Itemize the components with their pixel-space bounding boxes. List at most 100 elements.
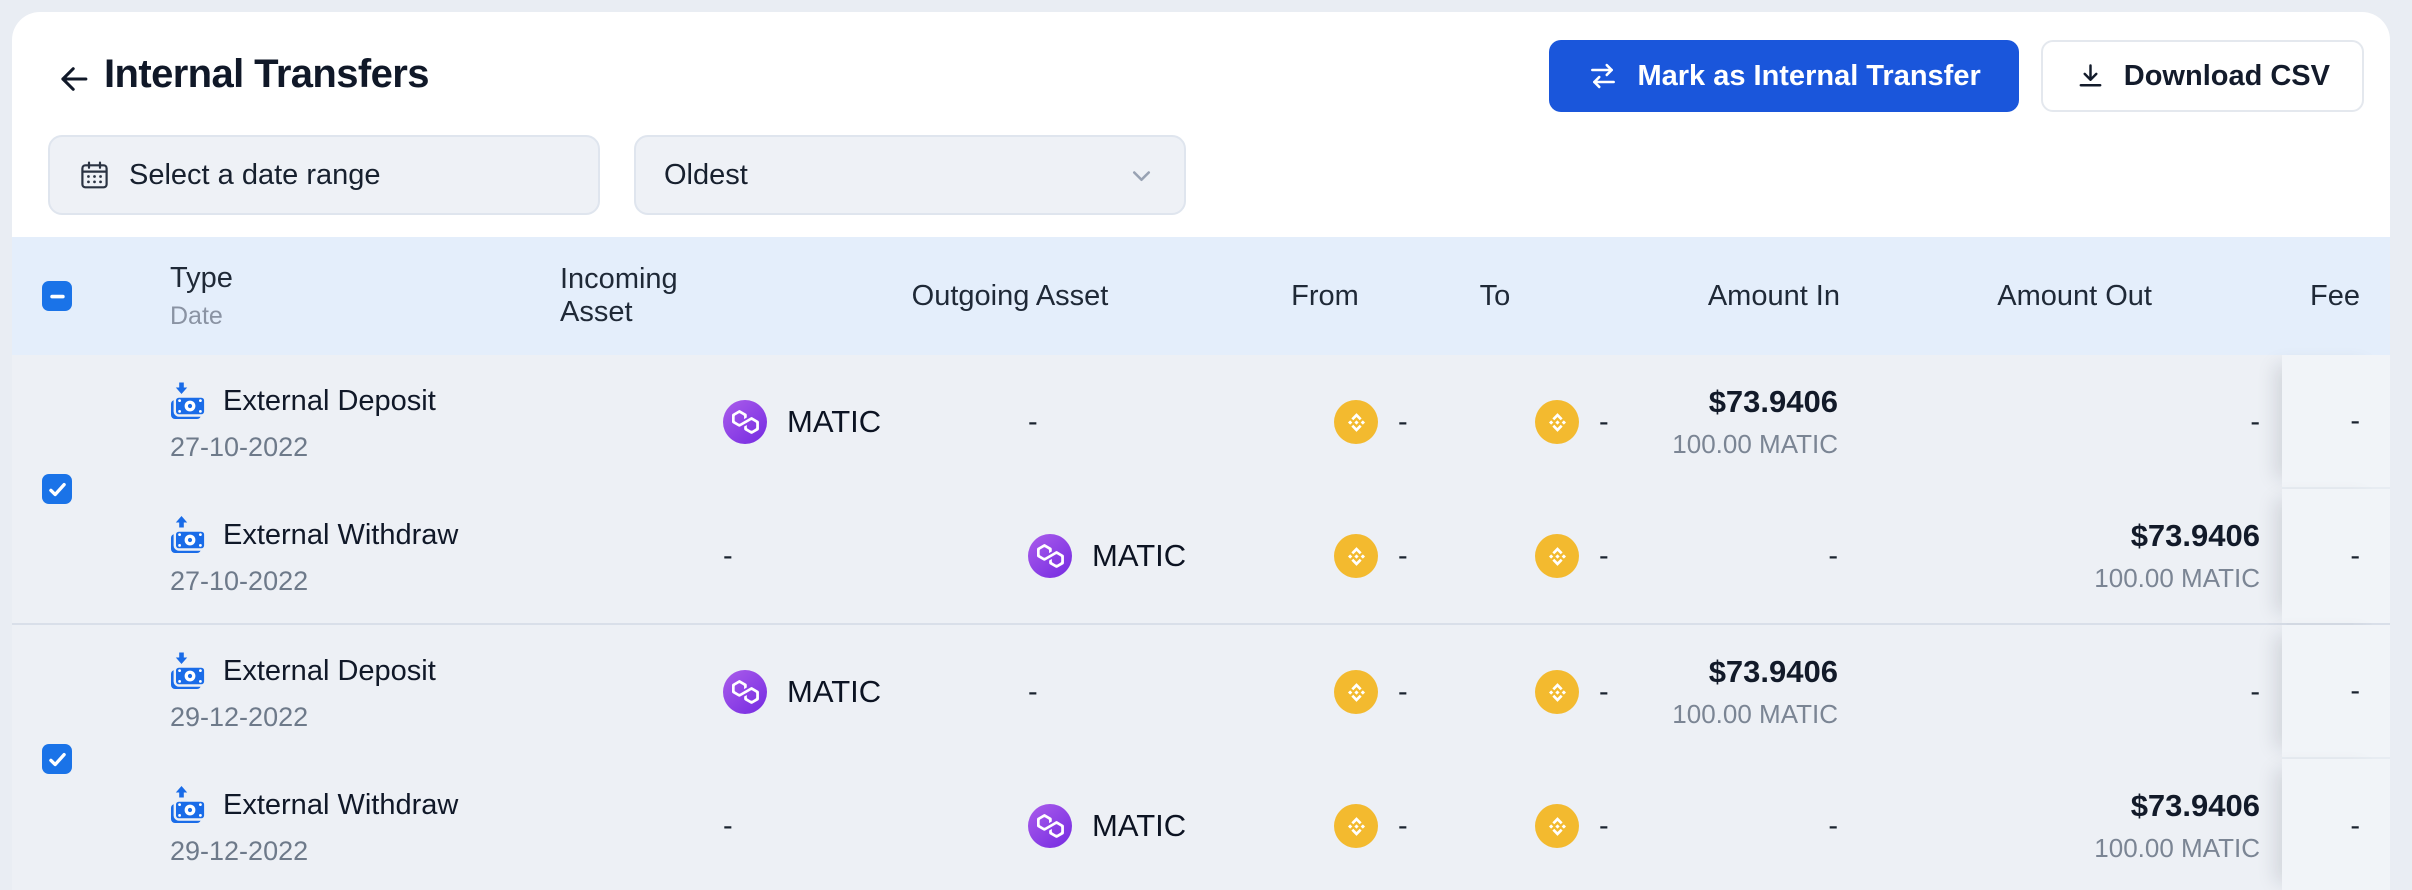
transfer-row: External Withdraw 27-10-2022 - MATIC - - - $73.…	[112, 489, 2390, 623]
transfer-row: External Deposit 27-10-2022 MATIC - - - $73.94…	[112, 355, 2390, 489]
bnb-icon	[1544, 409, 1571, 436]
type-cell: External Deposit 29-12-2022	[112, 625, 560, 759]
empty-value: -	[1028, 675, 1038, 708]
fee-cell: -	[2282, 625, 2390, 759]
transfers-table: Type Date Incoming Asset Outgoing Asset …	[12, 237, 2390, 890]
transfer-row: External Deposit 29-12-2022 MATIC - - - $73.94…	[112, 625, 2390, 759]
amount-qty: 100.00 MATIC	[2094, 833, 2260, 863]
amount-fiat: $73.9406	[2130, 518, 2260, 553]
fee-value: -	[2350, 539, 2360, 572]
polygon-icon	[1036, 814, 1064, 838]
column-header-amount-in: Amount In	[1707, 279, 1840, 312]
transfer-date: 27-10-2022	[170, 566, 309, 596]
asset-cell: MATIC	[560, 355, 881, 489]
withdraw-icon	[170, 785, 207, 825]
deposit-icon	[170, 651, 207, 691]
column-header-to: To	[1479, 279, 1511, 312]
column-header-date: Date	[170, 301, 223, 330]
download-icon	[2075, 61, 2106, 92]
asset-label: MATIC	[1092, 538, 1187, 573]
check-icon	[46, 478, 69, 501]
empty-value: -	[2250, 405, 2260, 438]
amount-fiat: $73.9406	[1708, 654, 1838, 689]
transfer-type-label: External Deposit	[223, 654, 436, 687]
empty-value: -	[1028, 405, 1038, 438]
table-body: External Deposit 27-10-2022 MATIC - - - $73.94…	[12, 355, 2390, 890]
column-header-type: Type	[170, 261, 233, 294]
back-button[interactable]	[52, 58, 96, 102]
page-title: Internal Transfers	[104, 52, 429, 96]
download-csv-label: Download CSV	[2123, 59, 2330, 92]
arrow-left-icon	[55, 60, 93, 101]
bnb-icon	[1544, 679, 1571, 706]
select-all-checkbox[interactable]	[42, 281, 72, 311]
polygon-matic-icon	[1028, 804, 1072, 848]
type-cell: External Withdraw 29-12-2022	[112, 759, 560, 890]
bnb-chain-icon	[1535, 534, 1579, 578]
address-value: -	[1398, 405, 1408, 438]
address-cell: -	[1450, 759, 1650, 890]
asset-label: MATIC	[1092, 808, 1187, 843]
column-header-incoming-asset: Incoming Asset	[560, 263, 678, 328]
fee-cell: -	[2282, 759, 2390, 890]
date-range-picker[interactable]: Select a date range	[48, 135, 600, 215]
address-value: -	[1599, 539, 1609, 572]
row-checkbox[interactable]	[42, 474, 72, 504]
address-value: -	[1599, 405, 1609, 438]
bnb-chain-icon	[1535, 804, 1579, 848]
empty-value: -	[723, 809, 733, 842]
mark-internal-transfer-button[interactable]: Mark as Internal Transfer	[1549, 40, 2019, 112]
column-header-from: From	[1291, 279, 1359, 312]
polygon-matic-icon	[723, 670, 767, 714]
filter-bar: Select a date range Oldest	[48, 135, 1186, 215]
address-value: -	[1599, 809, 1609, 842]
sort-selected-value: Oldest	[664, 158, 748, 191]
fee-value: -	[2350, 404, 2360, 437]
calendar-icon	[78, 159, 111, 192]
column-header-outgoing-asset: Outgoing Asset	[911, 279, 1109, 312]
transfer-type-label: External Withdraw	[223, 518, 459, 551]
transfer-arrows-icon	[1587, 60, 1619, 92]
polygon-icon	[731, 680, 759, 704]
bnb-chain-icon	[1334, 804, 1378, 848]
type-cell: External Deposit 27-10-2022	[112, 355, 560, 489]
internal-transfers-card: Internal Transfers Mark as Internal Tran…	[12, 12, 2390, 890]
asset-cell: -	[560, 489, 870, 623]
indeterminate-icon	[46, 285, 69, 308]
download-csv-button[interactable]: Download CSV	[2040, 40, 2364, 112]
amount-qty: 100.00 MATIC	[1672, 429, 1838, 459]
chevron-down-icon	[1127, 161, 1156, 190]
bnb-icon	[1343, 679, 1370, 706]
row-checkbox[interactable]	[42, 744, 72, 774]
bnb-icon	[1544, 543, 1571, 570]
amount-cell: -	[1870, 625, 2282, 759]
bnb-chain-icon	[1334, 400, 1378, 444]
bnb-chain-icon	[1535, 400, 1579, 444]
transfer-row: External Withdraw 29-12-2022- MATIC - - - $73.…	[112, 759, 2390, 890]
address-cell: -	[1200, 759, 1450, 890]
amount-fiat: $73.9406	[1708, 384, 1838, 419]
asset-label: MATIC	[787, 674, 882, 709]
amount-cell: $73.9406 100.00 MATIC	[1650, 355, 1870, 489]
asset-label: MATIC	[787, 404, 882, 439]
bnb-icon	[1544, 813, 1571, 840]
asset-cell: MATIC	[560, 625, 881, 759]
sort-select[interactable]: Oldest	[634, 135, 1186, 215]
asset-cell: -	[560, 759, 870, 890]
asset-cell: -	[870, 355, 1200, 489]
transfer-date: 29-12-2022	[170, 836, 309, 866]
amount-cell: $73.9406 100.00 MATIC	[1650, 625, 1870, 759]
address-cell: -	[1450, 489, 1650, 623]
date-range-placeholder: Select a date range	[129, 158, 381, 191]
amount-fiat: $73.9406	[2130, 788, 2260, 823]
address-value: -	[1599, 675, 1609, 708]
bnb-chain-icon	[1535, 670, 1579, 714]
fee-value: -	[2350, 809, 2360, 842]
fee-cell: -	[2282, 489, 2390, 623]
type-cell: External Withdraw 27-10-2022	[112, 489, 560, 623]
transfer-date: 29-12-2022	[170, 702, 309, 732]
address-value: -	[1398, 539, 1408, 572]
fee-cell: -	[2282, 355, 2390, 489]
polygon-matic-icon	[1028, 534, 1072, 578]
bnb-icon	[1343, 813, 1370, 840]
